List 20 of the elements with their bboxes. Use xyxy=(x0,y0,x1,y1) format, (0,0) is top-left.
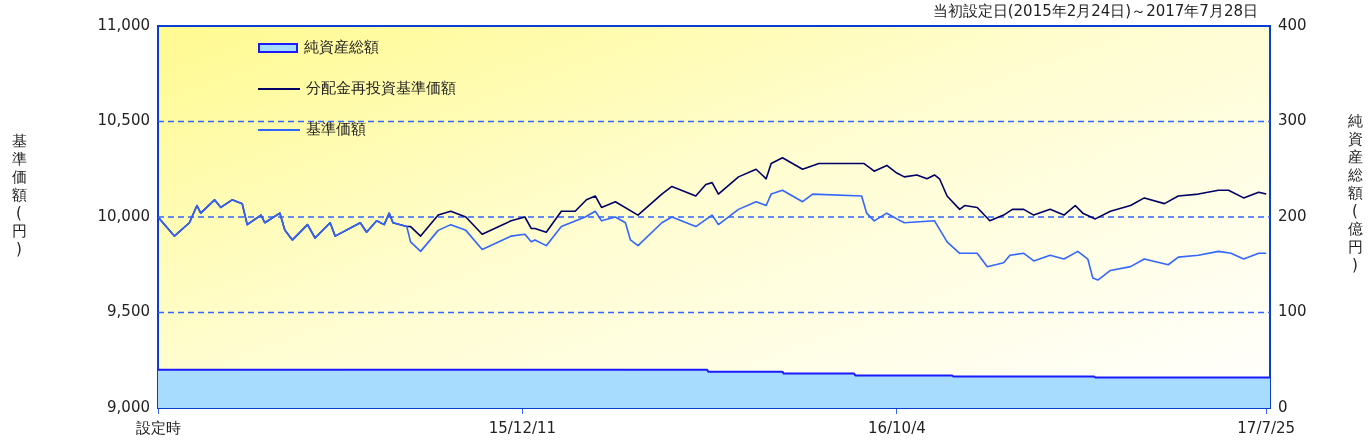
text: 純資産総額(億円) xyxy=(1347,112,1363,274)
y-tick-label: 11,000 xyxy=(97,15,150,34)
y-axis-title: 基準価額(円) xyxy=(11,132,27,258)
y2-tick-label: 0 xyxy=(1278,397,1288,416)
x-tick-label: 設定時 xyxy=(135,418,181,437)
x-tick-label: 15/12/11 xyxy=(488,418,557,437)
legend-label: 分配金再投資基準価額 xyxy=(306,79,456,98)
y-tick-label: 9,000 xyxy=(107,397,150,416)
y-tick-label: 10,000 xyxy=(97,206,150,225)
chart-title: 当初設定日(2015年2月24日)～2017年7月28日 xyxy=(932,2,1258,21)
legend-label: 純資産総額 xyxy=(304,38,379,57)
y2-tick-label: 100 xyxy=(1278,302,1307,321)
y2-tick-label: 200 xyxy=(1278,206,1307,225)
y2-tick-label: 300 xyxy=(1278,111,1307,130)
y-tick-label: 10,500 xyxy=(97,111,150,130)
x-tick-label: 17/7/25 xyxy=(1237,418,1296,437)
x-tick-label: 16/10/4 xyxy=(867,418,926,437)
y-tick-label: 9,500 xyxy=(107,302,150,321)
y2-tick-label: 400 xyxy=(1278,15,1307,34)
legend-label: 基準価額 xyxy=(306,120,366,139)
